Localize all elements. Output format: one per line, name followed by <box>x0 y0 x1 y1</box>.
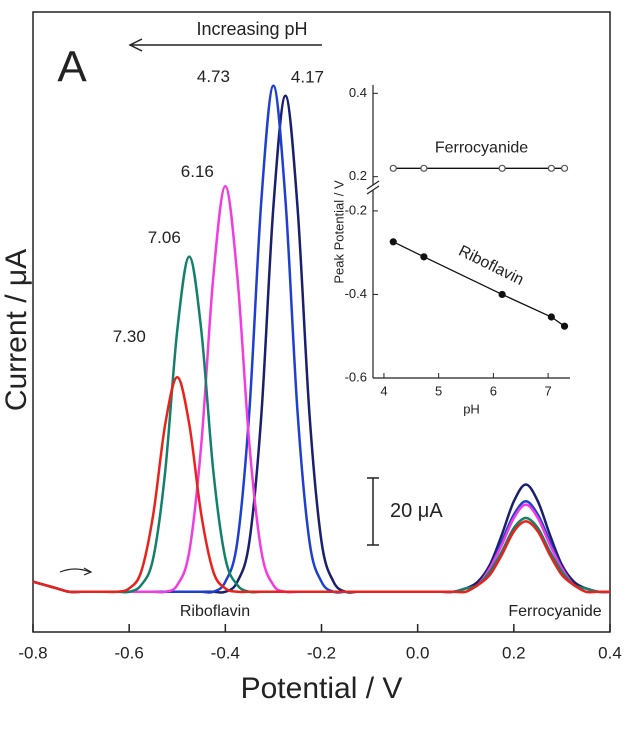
curve <box>32 185 611 594</box>
y-tick-label: -0.4 <box>345 286 367 301</box>
series-label: 7.30 <box>113 327 146 346</box>
annotation: Increasing pH <box>196 19 307 39</box>
y-tick-label: -0.6 <box>345 369 367 384</box>
point <box>547 164 555 172</box>
series-label: Ferrocyanide <box>435 140 528 157</box>
point <box>498 164 506 172</box>
point <box>389 238 397 246</box>
scan-direction-arrow <box>59 568 91 573</box>
scan-direction-arrowhead <box>83 567 93 576</box>
scale-bar-label: 20 μA <box>390 500 443 522</box>
ph-arrowhead <box>128 38 143 52</box>
x-tick-label: -0.2 <box>307 643 336 662</box>
point <box>420 164 428 172</box>
x-tick-label: -0.4 <box>211 643 240 662</box>
x-tick-label: 0.4 <box>598 643 622 662</box>
y-tick-label: 0.4 <box>349 85 367 100</box>
y-tick-label: 0.2 <box>349 168 367 183</box>
point <box>498 290 506 299</box>
x-axis-label: Potential / V <box>241 672 403 705</box>
y-axis-label: Current / μA <box>0 249 33 411</box>
y-axis-label: Peak Potential / V <box>331 180 346 284</box>
series-label: 4.17 <box>291 67 324 86</box>
point <box>420 253 428 261</box>
peak-label: Ferrocyanide <box>508 603 601 620</box>
series-label: 4.73 <box>197 67 230 86</box>
point <box>389 164 397 172</box>
x-tick-label: -0.8 <box>18 643 47 662</box>
x-tick-label: 5 <box>435 383 442 398</box>
axis-break <box>366 180 380 190</box>
x-tick-label: 7 <box>544 383 551 398</box>
point <box>560 322 569 330</box>
peak-label: Riboflavin <box>180 603 250 620</box>
x-tick-label: 4 <box>380 383 387 398</box>
x-tick-label: 0.2 <box>502 643 526 662</box>
panel-label: A <box>57 43 87 92</box>
x-tick-label: -0.6 <box>115 643 144 662</box>
x-axis-label: pH <box>463 401 480 416</box>
axis-break <box>366 185 380 195</box>
series-label: Riboflavin <box>456 243 527 289</box>
series-label: 6.16 <box>181 162 214 181</box>
point <box>560 164 569 172</box>
series-label: 7.06 <box>148 228 181 247</box>
curve <box>32 376 610 594</box>
x-tick-label: 6 <box>490 383 497 398</box>
x-tick-label: 0.0 <box>406 643 430 662</box>
y-tick-label: -0.2 <box>345 202 367 217</box>
point <box>547 313 555 321</box>
